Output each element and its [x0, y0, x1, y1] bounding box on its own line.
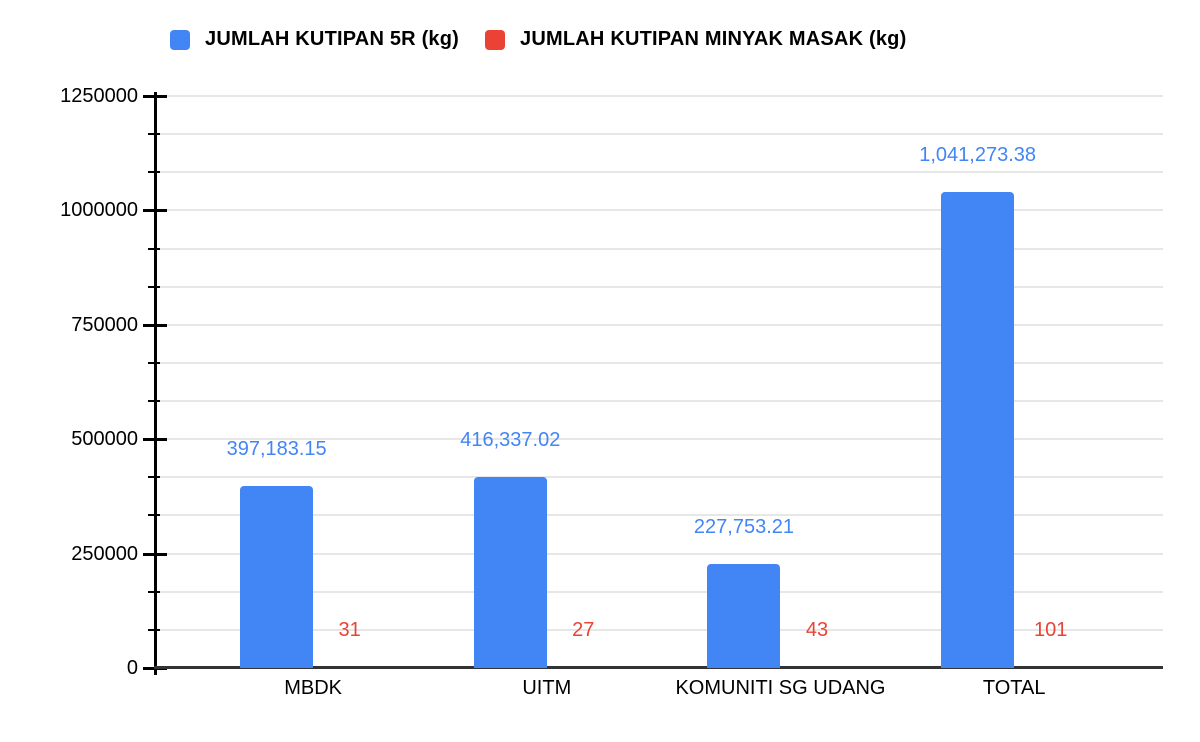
gridline — [157, 514, 1163, 517]
gridline — [157, 285, 1163, 288]
bar-value-label-5r: 416,337.02 — [460, 429, 561, 452]
legend-swatch-minyak-masak-icon — [485, 29, 506, 50]
bar-jumlah-kutipan-5r[interactable] — [707, 563, 781, 668]
category-label: KOMUNITI SG UDANG — [675, 677, 886, 699]
bar-value-label-minyak-masak: 43 — [805, 618, 829, 641]
legend-label-5r: JUMLAH KUTIPAN 5R (kg) — [205, 28, 460, 50]
bar-value-label-minyak-masak: 31 — [338, 618, 361, 641]
legend-swatch-5r-icon — [170, 29, 190, 50]
bar-value-label-5r: 227,753.21 — [693, 515, 795, 538]
gridline — [157, 361, 1163, 364]
y-axis-line — [154, 92, 157, 675]
legend-item-5r[interactable]: JUMLAH KUTIPAN 5R (kg) — [170, 28, 459, 51]
gridline — [157, 133, 1163, 136]
y-axis-tick-label: 1250000 — [60, 85, 138, 107]
gridline — [157, 476, 1163, 479]
bar-value-label-5r: 397,183.15 — [226, 438, 327, 461]
bar-value-label-minyak-masak: 101 — [1033, 618, 1068, 641]
category-label: MBDK — [284, 677, 343, 699]
y-axis-tick-label: 500000 — [71, 428, 138, 451]
gridline — [157, 323, 1163, 326]
bar-jumlah-kutipan-5r[interactable] — [240, 486, 314, 668]
bar-jumlah-kutipan-5r[interactable] — [941, 191, 1015, 668]
y-axis-tick-label: 1000000 — [60, 199, 138, 222]
legend: JUMLAH KUTIPAN 5R (kg) JUMLAH KUTIPAN MI… — [170, 28, 906, 51]
y-axis-tick-label: 0 — [126, 657, 138, 679]
gridline — [157, 209, 1163, 212]
bar-value-label-minyak-masak: 27 — [572, 618, 595, 641]
category-label: TOTAL — [982, 677, 1046, 699]
gridline — [157, 247, 1163, 250]
gridline — [157, 438, 1163, 441]
gridline — [157, 95, 1163, 97]
bar-jumlah-kutipan-5r[interactable] — [473, 477, 547, 668]
legend-item-minyak-masak[interactable]: JUMLAH KUTIPAN MINYAK MASAK (kg) — [485, 28, 906, 51]
gridline — [157, 400, 1163, 403]
x-axis-line — [154, 666, 1163, 669]
y-axis-tick-label: 250000 — [71, 542, 138, 565]
gridline — [157, 171, 1163, 174]
gridline — [157, 552, 1163, 555]
legend-label-minyak-masak: JUMLAH KUTIPAN MINYAK MASAK (kg) — [520, 28, 907, 50]
category-label: UITM — [522, 677, 572, 699]
bar-value-label-5r: 1,041,273.38 — [919, 143, 1037, 166]
gridline — [157, 628, 1163, 631]
y-axis-tick-label: 750000 — [71, 313, 138, 336]
gridline — [157, 590, 1163, 593]
